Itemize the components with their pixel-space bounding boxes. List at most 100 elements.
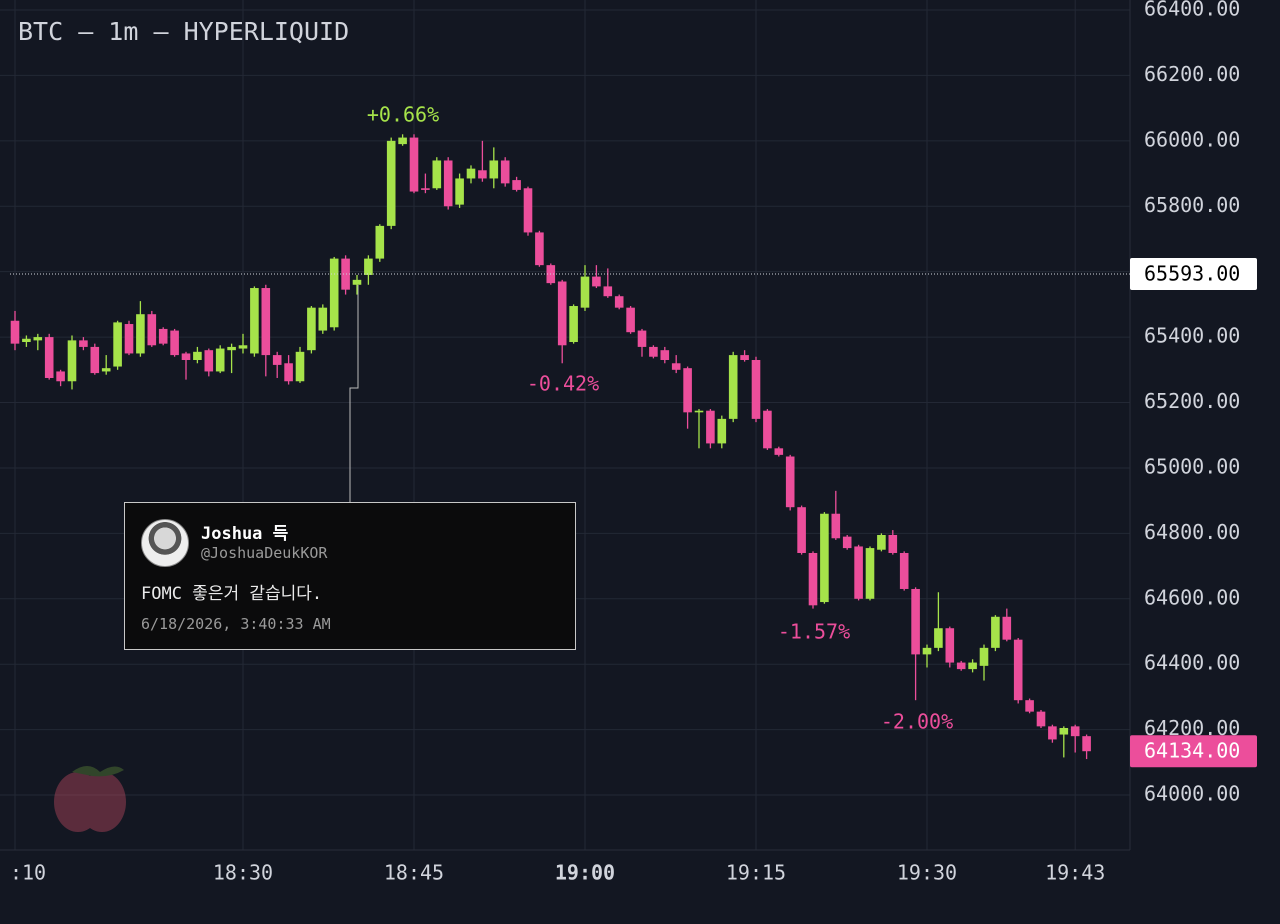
y-tick-label: 65800.00: [1144, 193, 1240, 217]
candle-body: [1013, 639, 1023, 701]
annotation: -1.57%: [778, 620, 850, 644]
candle-body: [421, 188, 430, 190]
candle-body: [683, 368, 692, 413]
candle-body: [295, 351, 305, 382]
candle-body: [728, 355, 738, 419]
candle-body: [671, 363, 681, 370]
candle-body: [1082, 736, 1091, 752]
tweet-text: FOMC 좋은거 같습니다.: [141, 584, 323, 604]
candle-body: [717, 418, 727, 444]
candle-body: [204, 350, 214, 372]
candle-body: [136, 314, 145, 354]
candle-body: [238, 345, 248, 349]
candle-body: [1070, 726, 1080, 737]
candle-body: [569, 306, 578, 343]
candle-body: [991, 616, 1000, 648]
candle-body: [1025, 700, 1034, 712]
candle-body: [500, 160, 510, 184]
y-tick-label: 66000.00: [1144, 127, 1240, 151]
candle-body: [774, 448, 784, 455]
tweet-connector: [349, 285, 359, 502]
candle-body: [922, 647, 932, 655]
candle-body: [227, 346, 236, 351]
candle-body: [181, 353, 191, 360]
y-tick-label: 66400.00: [1144, 0, 1240, 21]
candle-body: [443, 160, 453, 207]
candle-body: [10, 320, 20, 344]
candle-body: [158, 328, 168, 344]
candle-body: [649, 346, 658, 357]
candle-body: [432, 160, 442, 189]
candle-body: [398, 137, 407, 145]
candle-body: [1036, 711, 1046, 727]
candle-body: [261, 288, 271, 356]
candle-body: [831, 513, 841, 539]
x-tick-label: 18:30: [213, 861, 273, 885]
watermark: [54, 766, 126, 832]
x-tick-label: 19:30: [897, 861, 957, 885]
candle-body: [489, 160, 499, 179]
annotation: -0.42%: [527, 372, 599, 396]
annotation: -2.00%: [881, 710, 953, 734]
y-tick-label: 65000.00: [1144, 454, 1240, 478]
candle-body: [90, 346, 100, 374]
annotation: +0.66%: [367, 103, 439, 127]
tweet-time: 6/18/2026, 3:40:33 AM: [141, 615, 331, 633]
candle-body: [1048, 726, 1057, 740]
candle-body: [170, 330, 179, 356]
candle-body: [56, 371, 65, 382]
candle-body: [512, 180, 521, 190]
x-tick-label: 19:15: [726, 861, 786, 885]
candle-body: [44, 337, 54, 378]
candle-body: [113, 322, 122, 367]
candle-body: [557, 281, 567, 346]
candle-body: [626, 307, 635, 333]
y-tick-label: 65400.00: [1144, 324, 1240, 348]
candle-body: [888, 535, 898, 553]
candle-body: [352, 279, 362, 285]
x-tick-label: 19:00: [555, 861, 615, 885]
candle-body: [979, 647, 989, 666]
price-label: 64134.00: [1144, 739, 1240, 763]
candle-body: [934, 628, 943, 648]
candle-body: [763, 410, 772, 449]
candle-body: [968, 662, 977, 670]
candle-body: [33, 337, 43, 341]
tweet-author: Joshua 득: [201, 524, 289, 544]
candle-body: [523, 188, 533, 233]
candle-body: [706, 410, 715, 444]
candle-body: [455, 178, 464, 205]
candle-body: [318, 307, 328, 331]
candle-body: [854, 546, 863, 599]
candle-body: [466, 168, 476, 179]
candle-body: [284, 363, 293, 382]
candle-body: [797, 507, 806, 553]
candle-body: [124, 324, 134, 354]
candle-body: [375, 225, 385, 259]
candle-body: [193, 351, 202, 360]
candle-body: [364, 258, 373, 275]
candle-body: [785, 456, 795, 508]
x-tick-label: :10: [10, 861, 46, 885]
candle-body: [580, 276, 590, 308]
candle-body: [79, 340, 88, 347]
chart-title: BTC — 1m — HYPERLIQUID: [18, 17, 349, 46]
candle-body: [808, 552, 818, 606]
candle-body: [603, 286, 613, 297]
price-label-box: [1130, 257, 1257, 290]
candle-body: [386, 140, 396, 226]
candle-body: [637, 330, 647, 347]
y-tick-label: 64400.00: [1144, 651, 1240, 675]
candle-body: [740, 355, 749, 360]
tweet-card: Joshua 득 @JoshuaDeukKOR FOMC 좋은거 같습니다. 6…: [124, 502, 576, 650]
candle-body: [660, 350, 670, 360]
candle-body: [865, 548, 875, 599]
candle-body: [1059, 727, 1069, 735]
price-label: 65593.00: [1144, 261, 1240, 285]
candle-body: [409, 137, 419, 192]
y-tick-label: 65200.00: [1144, 389, 1240, 413]
candle-body: [592, 276, 601, 287]
